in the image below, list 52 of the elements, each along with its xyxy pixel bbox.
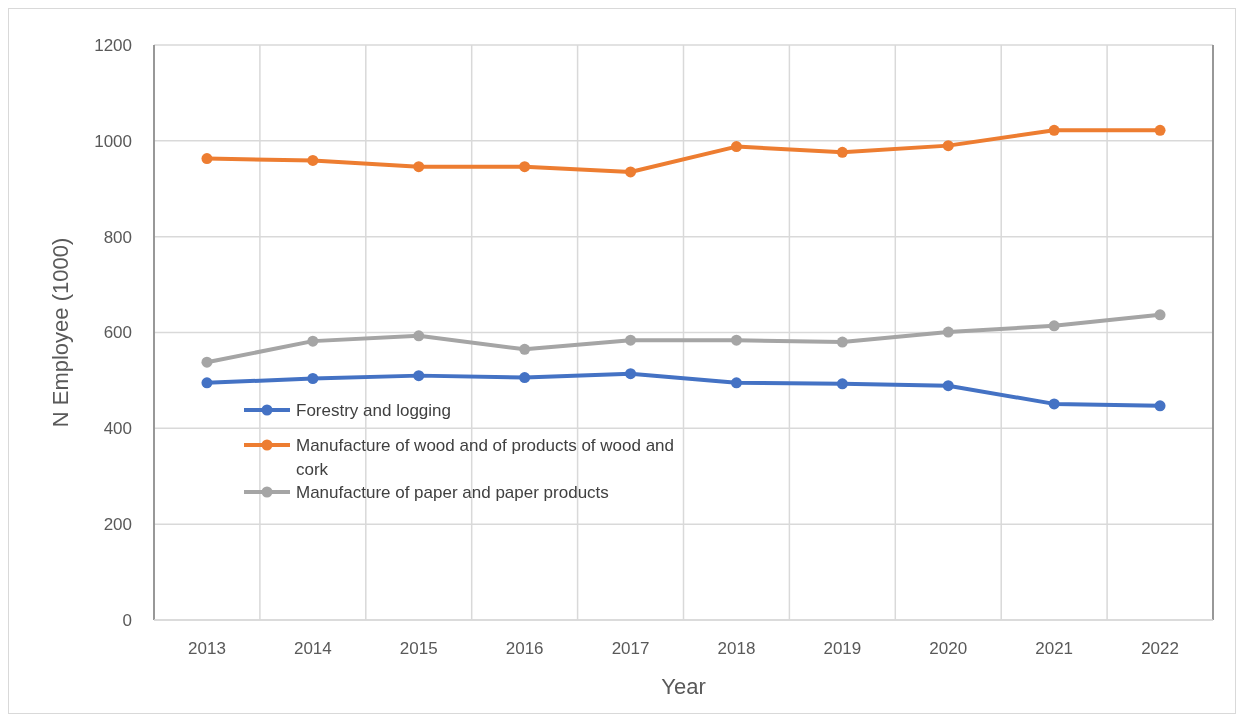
point [413, 161, 425, 173]
point [201, 356, 213, 368]
point [730, 334, 742, 346]
point [519, 343, 531, 355]
x-tick-label: 2015 [399, 639, 438, 658]
x-tick-label: 2013 [188, 639, 226, 658]
y-tick-label: 1000 [94, 131, 132, 151]
x-tick-label: 2017 [611, 639, 650, 658]
point [836, 378, 848, 390]
x-tick-label: 2020 [929, 639, 968, 658]
x-axis-title: Year [661, 674, 706, 699]
point [1154, 124, 1166, 136]
x-tick-label: 2019 [823, 639, 862, 658]
y-tick-label: 0 [122, 610, 132, 630]
point [1154, 309, 1166, 321]
y-tick-label: 800 [103, 227, 132, 247]
point [836, 146, 848, 158]
point [413, 330, 425, 342]
point [307, 373, 319, 384]
legend-label: Manufacture of paper and paper products [296, 482, 609, 502]
point [201, 377, 213, 389]
point [1154, 400, 1166, 412]
point [201, 153, 213, 165]
x-tick-label: 2016 [505, 639, 544, 658]
point [730, 377, 742, 389]
point [1048, 124, 1060, 136]
point [942, 140, 954, 152]
y-tick-label: 200 [103, 515, 132, 535]
legend-label: Forestry and logging [296, 400, 451, 420]
x-tick-label: 2022 [1141, 639, 1179, 658]
point [307, 335, 319, 347]
x-tick-label: 2018 [717, 639, 756, 658]
point [625, 368, 637, 380]
x-tick-label: 2014 [293, 639, 332, 658]
x-tick-label: 2021 [1035, 639, 1074, 658]
point [730, 141, 742, 153]
legend-label: Manufacture of wood and of products of wood and cork [296, 435, 675, 479]
y-tick-label: 400 [103, 419, 132, 439]
point [307, 154, 319, 166]
point [519, 161, 531, 173]
y-tick-label: 1200 [94, 35, 132, 55]
point [625, 166, 637, 178]
point [413, 370, 425, 382]
y-tick-label: 600 [103, 323, 132, 343]
point [942, 380, 954, 392]
point [625, 334, 637, 346]
point [1048, 320, 1060, 332]
point [942, 326, 954, 338]
point [836, 336, 848, 348]
point [1048, 398, 1060, 410]
y-axis-title: N Employee (1000) [48, 237, 73, 428]
point [519, 372, 531, 384]
